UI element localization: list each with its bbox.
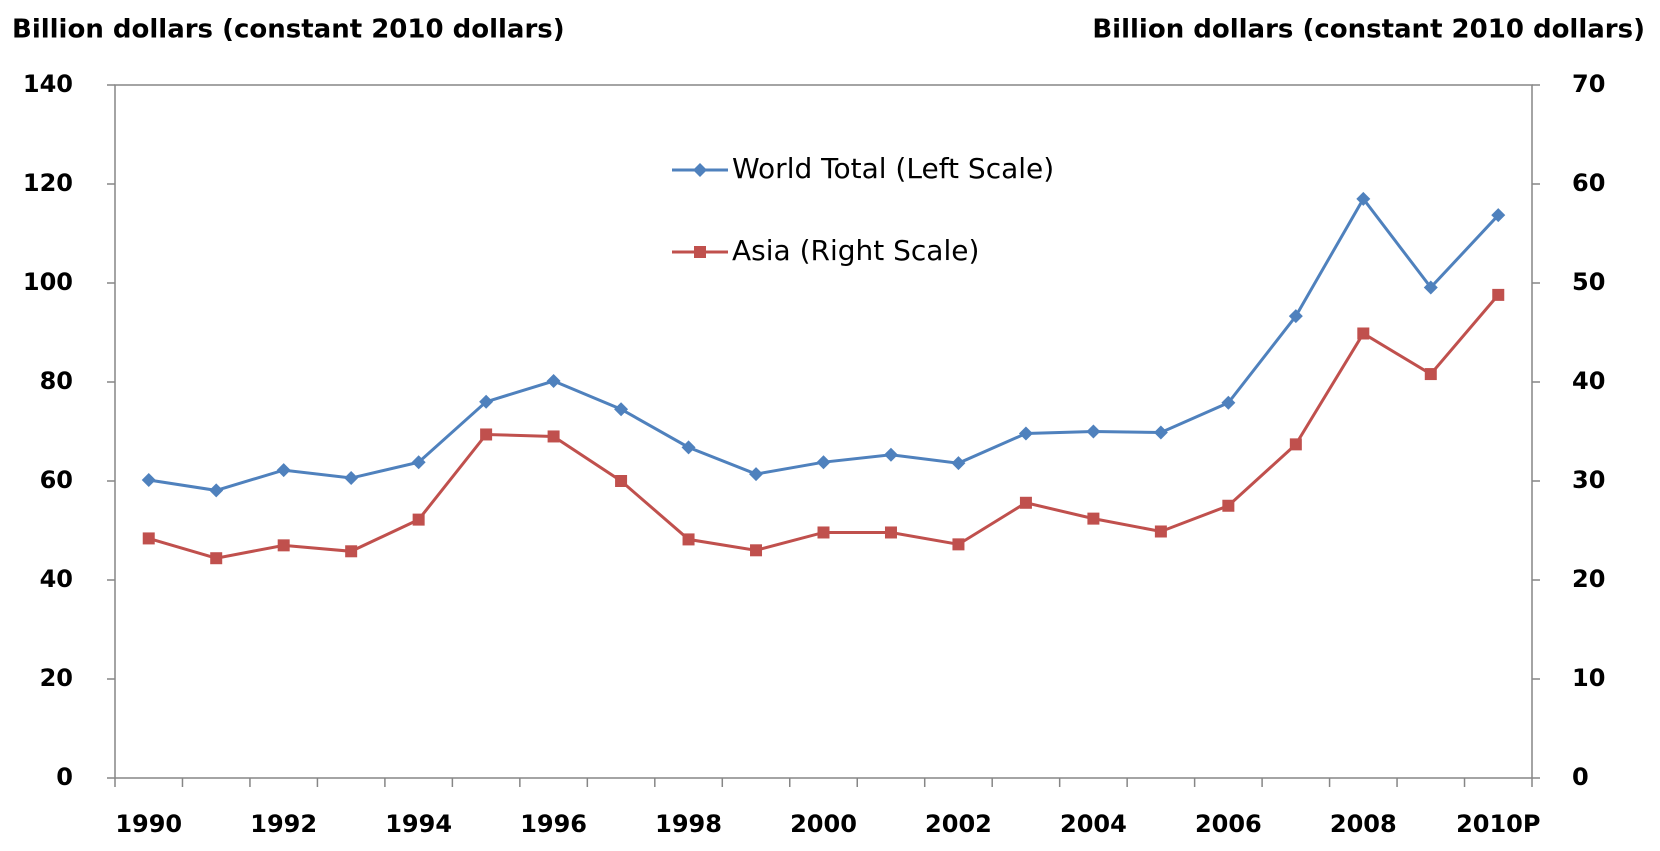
y-tick-label: 60 <box>40 466 73 494</box>
y2-tick-label: 20 <box>1572 565 1605 593</box>
point <box>1424 368 1437 381</box>
point <box>547 430 560 443</box>
x-tick-label: 2002 <box>925 810 992 838</box>
y2-tick-label: 10 <box>1572 664 1605 692</box>
point <box>411 455 426 470</box>
point <box>749 467 764 482</box>
point <box>951 456 966 471</box>
y2-tick-label: 30 <box>1572 466 1605 494</box>
point <box>1019 496 1032 509</box>
y-tick-label: 0 <box>56 763 73 791</box>
point <box>209 483 224 498</box>
point <box>615 475 628 487</box>
point <box>681 440 696 455</box>
y2-tick-label: 40 <box>1572 367 1605 395</box>
y-tick-label: 140 <box>23 70 73 98</box>
point <box>1289 438 1302 451</box>
point <box>1087 512 1100 525</box>
point <box>546 374 561 389</box>
legend: Asia (Right Scale) <box>732 234 979 267</box>
y2-axis-title: Billion dollars (constant 2010 dollars) <box>1092 15 1645 45</box>
point <box>1153 425 1168 440</box>
series-line <box>148 293 1500 560</box>
point <box>1423 280 1438 295</box>
point <box>277 539 290 552</box>
point <box>952 538 965 551</box>
point <box>344 471 359 486</box>
y-tick-label: 20 <box>40 664 73 692</box>
point <box>1018 426 1033 441</box>
point <box>480 428 493 441</box>
y-tick-label: 120 <box>23 169 73 197</box>
point <box>276 463 291 478</box>
x-tick-label: 2006 <box>1195 810 1262 838</box>
point <box>816 455 831 470</box>
point <box>817 526 830 539</box>
y-tick-label: 100 <box>23 268 73 296</box>
point <box>345 545 358 558</box>
point <box>1221 395 1236 410</box>
y-tick-label: 80 <box>40 367 73 395</box>
x-tick-label: 1992 <box>250 810 317 838</box>
y-tick-label: 40 <box>40 565 73 593</box>
y2-tick-label: 70 <box>1572 70 1605 98</box>
x-tick-label: 1998 <box>655 810 722 838</box>
legend-marker <box>693 163 707 177</box>
point <box>884 526 897 539</box>
point <box>1492 288 1505 301</box>
x-tick-label: 1994 <box>385 810 452 838</box>
y2-tick-label: 60 <box>1572 169 1605 197</box>
point <box>750 544 763 557</box>
legend-marker <box>694 246 706 258</box>
y2-tick-label: 0 <box>1572 763 1589 791</box>
x-tick-label: 2004 <box>1060 810 1127 838</box>
point <box>210 552 223 565</box>
point <box>142 532 155 545</box>
point <box>1356 191 1371 206</box>
point <box>479 394 494 409</box>
point <box>141 473 156 488</box>
x-tick-label: 1990 <box>115 810 182 838</box>
point <box>614 402 629 417</box>
x-tick-label: 2008 <box>1330 810 1397 838</box>
point <box>883 447 898 462</box>
point <box>1154 525 1167 538</box>
x-tick-label: 1996 <box>520 810 587 838</box>
point <box>682 533 695 546</box>
point <box>1288 309 1303 324</box>
legend: World Total (Left Scale) <box>732 152 1054 185</box>
point <box>1491 208 1506 223</box>
x-tick-label: 2010P <box>1456 810 1540 838</box>
y2-tick-label: 50 <box>1572 268 1605 296</box>
point <box>1357 327 1370 340</box>
point <box>412 513 425 526</box>
y-axis-title: Billion dollars (constant 2010 dollars) <box>12 15 565 45</box>
plot-area <box>114 84 1533 779</box>
point <box>1086 424 1101 439</box>
x-tick-label: 2000 <box>790 810 857 838</box>
point <box>1222 499 1235 512</box>
